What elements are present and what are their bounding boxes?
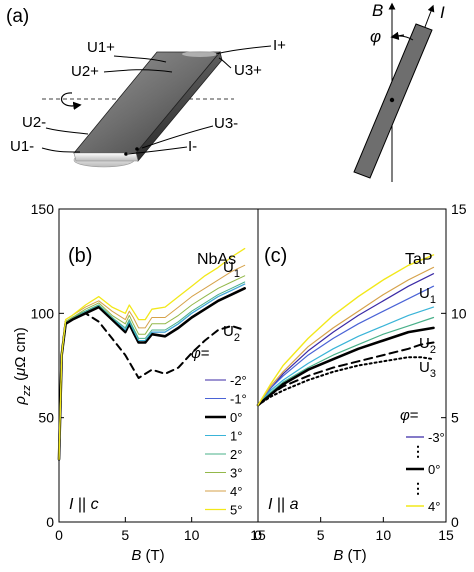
label-u1-minus: U1- [10,138,34,155]
series-line-u1 [257,316,435,406]
panel-a: (a) U1+ U2+ I+ [6,1,445,182]
label-u3-minus: U3- [214,115,238,132]
panel-b-label: (b) [68,245,92,267]
panel-c-series [256,254,435,407]
series-line-u1 [57,287,246,461]
x-tick-label: 0 [55,527,63,543]
label-u1-plus: U1+ [87,39,115,56]
series-line-u1 [257,306,435,406]
legend-ellipsis: ⋮ [411,443,425,459]
rotation-arrow-icon [60,92,82,111]
panel-b-annotation-u1: U1 [223,259,240,280]
legend-entry: -1° [230,392,247,407]
legend-entry: -2° [230,373,247,388]
angle-arrow-icon [390,31,405,41]
x-tick-label: 10 [376,527,392,543]
legend-entry: 5° [230,503,242,518]
legend-entry: 3° [230,466,242,481]
panel-c-label: (c) [264,245,287,267]
axis-b-label: B [372,1,383,20]
legend-entry: 4° [230,484,242,499]
sample-front-face [73,152,139,162]
series-line-u1 [257,266,435,406]
x-tick-label: 5 [121,527,129,543]
series-line-u2 [58,312,246,461]
contact-dot-im [124,152,128,156]
panel-b-series [57,247,246,461]
panel-c-annotation-u3: U3 [419,359,436,380]
y-tick-label: 15 [451,201,467,217]
angle-phi-label: φ [370,27,381,46]
x-tick-label: 5 [317,527,325,543]
x-tick-label: 0 [254,527,262,543]
series-line-u1 [58,264,246,460]
series-line-u2 [257,341,435,407]
axis-i-label: I [440,3,445,22]
panel-c-annotation-u2: U2 [419,335,436,356]
rotated-sample-diagram: B I φ [353,1,445,182]
panel-c-legend-title: φ= [400,407,419,424]
contact-leaders [41,45,272,155]
series-line-u1 [58,275,246,460]
y-tick-label: 0 [46,514,54,530]
legend-entry: 4° [428,499,440,514]
series-line-u1 [257,285,435,406]
panel-c-material: TaP [405,251,433,268]
y-tick-label: 10 [451,305,467,321]
panel-b-material: NbAs [197,251,236,268]
series-line-u3 [257,356,435,407]
x-tick-label: 10 [184,527,200,543]
panel-b-annotation-u2: U2 [223,323,240,344]
legend-entry: 2° [230,447,242,462]
panel-a-label: (a) [6,6,29,27]
legend-entry: 0° [428,462,440,477]
label-u2-minus: U2- [22,114,46,131]
panel-b-legend-title: φ= [191,345,210,362]
label-u3-plus: U3+ [234,62,262,79]
series-line-u1 [58,247,246,461]
series-line-u1 [256,326,435,407]
legend-entry: -3° [428,430,445,445]
y-tick-label: 100 [31,305,55,321]
legend-ellipsis: ⋮ [411,480,425,496]
label-i-plus: I+ [273,37,286,54]
contact-dot-u3m [135,147,139,151]
rotation-center-dot [389,97,395,103]
y-tick-label: 5 [451,410,459,426]
silver-contact-top [182,51,218,57]
panel-c-annotation-u1: U1 [419,285,436,306]
panel-b-x-axis-label: B (T) [131,547,164,564]
panel-b-legend: -2° -1° 0° 1° 2° 3° 4° 5° [205,373,247,518]
panel-c-x-axis-label: B (T) [333,547,366,564]
y-tick-label: 50 [38,410,54,426]
legend-entry: 1° [230,429,242,444]
panel-b-condition: I || c [69,496,99,513]
legend-entry: 0° [230,410,242,425]
x-tick-label: 15 [250,527,266,543]
panel-c-frame [257,208,447,523]
label-u2-plus: U2+ [71,63,99,80]
y-axis-label: ρzz (μΩ cm) [12,327,33,405]
y-tick-label: 0 [451,514,459,530]
panel-c-legend: -3°0°4°⋮⋮ [406,430,445,514]
series-line-u1 [257,254,435,406]
sample-bar [73,51,223,168]
y-tick-label: 150 [31,201,55,217]
panel-c-condition: I || a [268,496,299,513]
y-axis-unit: ( [12,376,29,381]
x-tick-label: 15 [438,527,454,543]
label-i-minus: I- [188,138,197,155]
